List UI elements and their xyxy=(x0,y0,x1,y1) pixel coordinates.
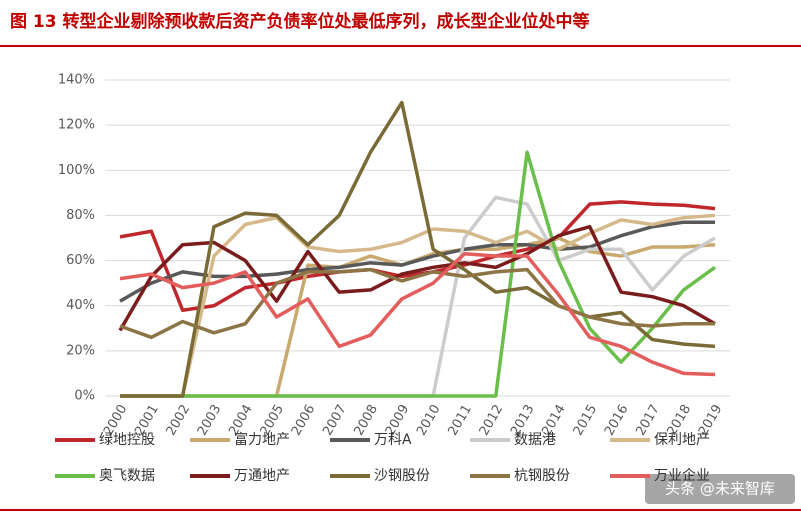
x-tick-label: 2003 xyxy=(195,402,225,438)
series-line xyxy=(120,195,716,398)
legend-label: 富力地产 xyxy=(234,431,290,448)
legend-label: 万科A xyxy=(374,432,412,448)
series-line xyxy=(120,100,716,398)
x-tick-label: 2012 xyxy=(477,402,507,438)
x-tick-label: 2011 xyxy=(445,402,475,438)
watermark-bg xyxy=(645,474,795,504)
x-tick-label: 2010 xyxy=(414,402,444,438)
legend-label: 数据港 xyxy=(514,432,556,448)
y-tick-label: 140% xyxy=(58,73,95,88)
legend-label: 沙钢股份 xyxy=(374,468,430,484)
legend-label: 奥飞数据 xyxy=(99,467,155,484)
y-tick-label: 120% xyxy=(58,118,95,133)
y-tick-label: 0% xyxy=(74,389,95,404)
y-tick-label: 80% xyxy=(66,208,95,223)
x-tick-label: 2016 xyxy=(602,402,632,438)
series-line xyxy=(120,150,717,398)
legend-label: 绿地控股 xyxy=(99,432,155,448)
y-tick-label: 100% xyxy=(58,163,95,178)
series-line xyxy=(119,267,715,340)
chart-title: 图 13 转型企业剔除预收款后资产负债率位处最低序列，成长型企业位处中等 xyxy=(10,11,590,32)
x-tick-label: 2006 xyxy=(289,402,319,438)
x-tick-label: 2002 xyxy=(164,402,194,438)
legend-label: 杭钢股份 xyxy=(514,468,570,484)
legend-label: 万业企业 xyxy=(654,467,710,484)
series-line xyxy=(119,220,715,303)
legend-label: 保利地产 xyxy=(654,432,710,448)
x-tick-label: 2007 xyxy=(320,402,350,438)
series-line xyxy=(119,200,716,312)
watermark: 头条 @未来智库 xyxy=(665,480,775,498)
legend-label: 万通地产 xyxy=(234,468,290,484)
series-line xyxy=(119,252,716,377)
y-tick-label: 60% xyxy=(66,253,95,268)
series-line xyxy=(120,213,716,398)
y-tick-label: 40% xyxy=(66,298,95,313)
series-line xyxy=(118,224,716,332)
y-tick-label: 20% xyxy=(66,343,95,358)
x-tick-label: 2015 xyxy=(571,402,601,438)
